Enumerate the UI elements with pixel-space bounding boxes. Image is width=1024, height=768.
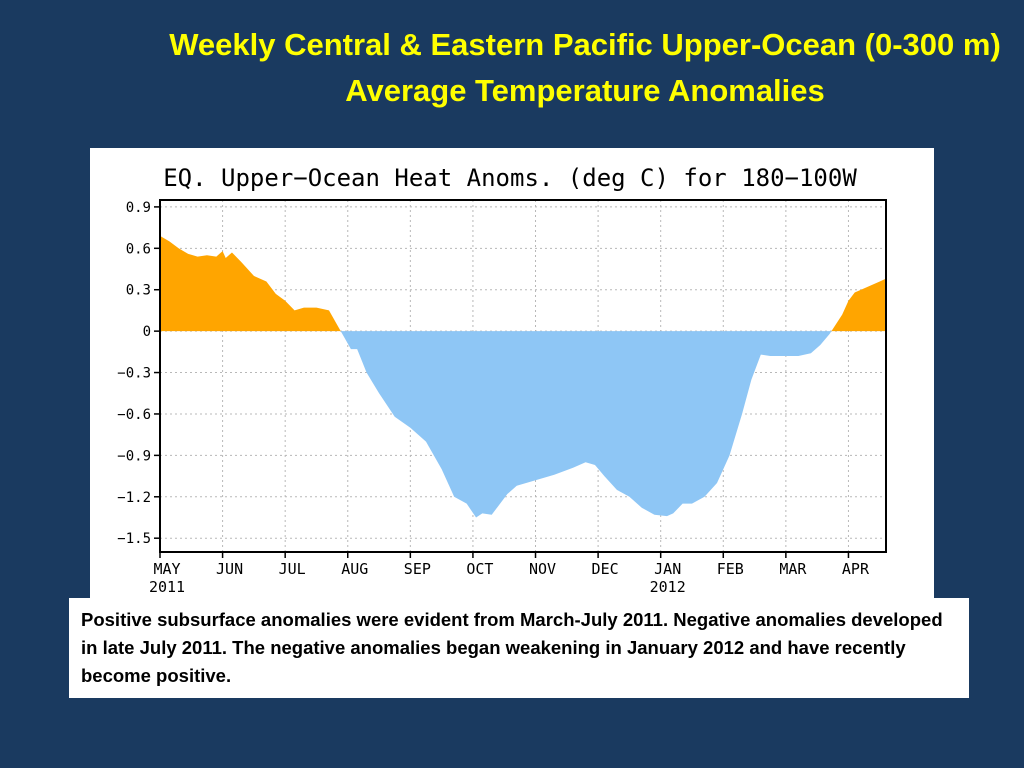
x-tick-label: JUN [216,560,243,578]
x-axis-ticks: MAY JUN JUL AUG SEP OCT NOV DEC JAN FEB MAR APR 2011… [149,552,870,596]
heat-anomaly-chart: EQ. Upper−Ocean Heat Anoms. (deg C) for … [117,164,887,596]
positive-anomaly-area [160,235,886,332]
caption-box: Positive subsurface anomalies were evide… [69,598,969,698]
x-tick-label: OCT [466,560,493,578]
plot-frame [159,199,887,553]
chart-panel: EQ. Upper−Ocean Heat Anoms. (deg C) for … [90,148,934,600]
axes [159,199,887,553]
y-tick-label: −1.5 [117,531,151,547]
y-tick-label: −0.6 [117,407,151,423]
x-tick-label: MAY [153,560,180,578]
y-tick-label: 0.9 [126,200,151,216]
y-tick-label: −0.3 [117,366,151,382]
anomaly-area [160,235,886,518]
x-tick-label: NOV [529,560,556,578]
x-tick-label: DEC [592,560,619,578]
x-tick-label: MAR [779,560,807,578]
y-tick-label: −0.9 [117,448,151,464]
y-tick-label: 0 [143,324,151,340]
chart-title: EQ. Upper−Ocean Heat Anoms. (deg C) for … [163,164,857,192]
x-tick-label: FEB [717,560,744,578]
x-tick-label: SEP [404,560,431,578]
negative-anomaly-area [160,331,886,518]
y-tick-label: 0.6 [126,241,151,257]
y-tick-label: −1.2 [117,490,151,506]
x-year-label: 2011 [149,578,185,596]
x-tick-label: JUL [279,560,306,578]
y-tick-label: 0.3 [126,283,151,299]
x-year-label: 2012 [650,578,686,596]
slide-title: Weekly Central & Eastern Pacific Upper-O… [169,27,1001,108]
y-axis-ticks: 0.9 0.6 0.3 0 −0.3 −0.6 −0.9 −1.2 −1.5 [117,200,160,547]
x-tick-label: AUG [341,560,368,578]
x-tick-label: JAN [654,560,681,578]
caption-text: Positive subsurface anomalies were evide… [81,609,943,686]
x-tick-label: APR [842,560,870,578]
